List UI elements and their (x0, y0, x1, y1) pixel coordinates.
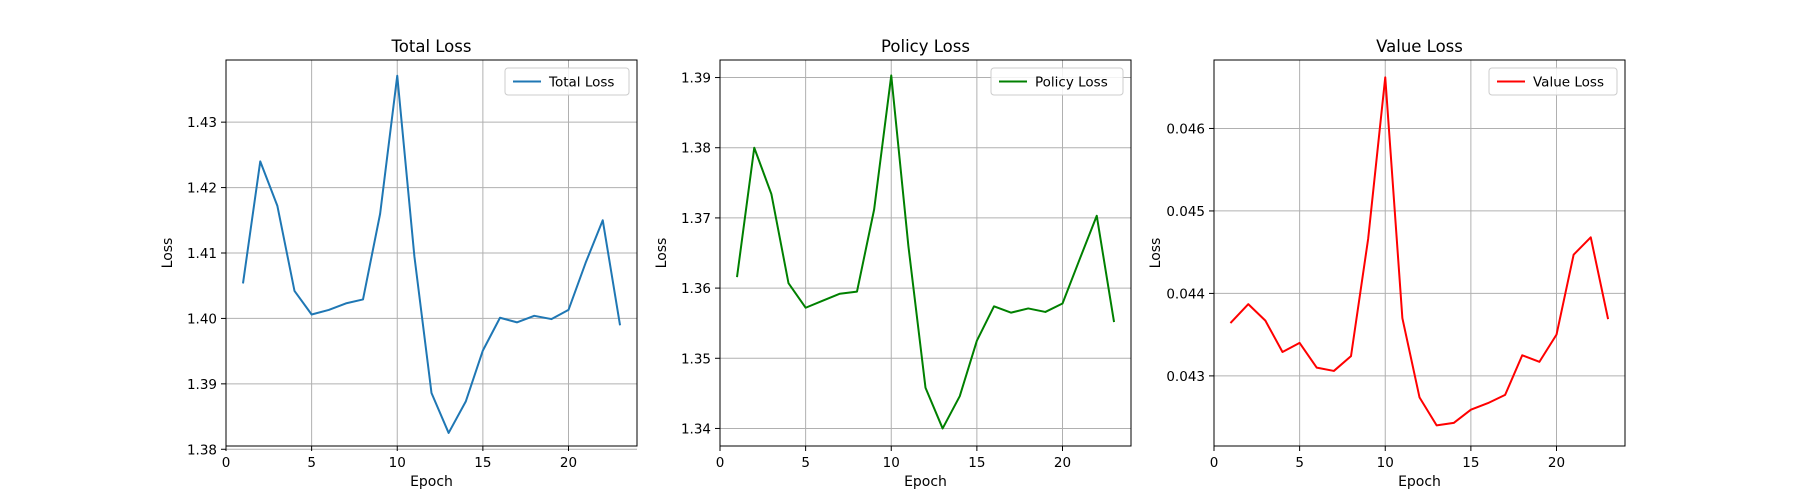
y-tick-label: 1.35 (681, 351, 711, 367)
y-tick-label: 1.43 (187, 115, 217, 131)
subplot-total-loss: Total Loss Epoch Loss Total Loss 0 5 10 15 2… (160, 37, 638, 490)
y-tick-label: 0.043 (1166, 369, 1205, 385)
x-tick-label: 15 (1462, 455, 1479, 471)
x-tick-label: 5 (801, 455, 810, 471)
x-tick-label: 15 (968, 455, 985, 471)
legend-box (1488, 67, 1618, 96)
y-tick-label: 1.41 (187, 246, 217, 262)
y-axis-label: Loss (160, 238, 176, 269)
x-tick-label: 15 (474, 455, 491, 471)
x-tick-label: 5 (1295, 455, 1304, 471)
y-tick-label: 0.046 (1166, 121, 1205, 137)
series-line (1229, 76, 1610, 427)
grid (719, 60, 1131, 446)
x-tick-label: 0 (716, 455, 725, 471)
axes-frame (1213, 59, 1626, 447)
legend-entry: Total Loss (504, 67, 630, 96)
y-tick-label: 1.39 (187, 377, 217, 393)
y-tick-label: 1.42 (187, 181, 217, 197)
chart-title: Total Loss (391, 37, 472, 56)
x-tick-label: 20 (560, 455, 577, 471)
x-tick-label: 0 (1210, 455, 1219, 471)
y-tick-label: 0.044 (1166, 286, 1205, 302)
y-tick-label: 1.39 (681, 71, 711, 87)
chart-title: Value Loss (1376, 37, 1463, 56)
legend-label: Total Loss (548, 75, 614, 91)
x-tick-label: 10 (883, 455, 900, 471)
chart-title: Policy Loss (881, 37, 970, 56)
x-axis-label: Epoch (1398, 474, 1441, 490)
legend-label: Value Loss (1533, 75, 1604, 91)
y-tick-label: 1.34 (681, 421, 711, 437)
y-tick-label: 1.38 (187, 442, 217, 458)
y-tick-label: 1.36 (681, 281, 711, 297)
legend-entry: Value Loss (1488, 67, 1618, 96)
legend-entry: Policy Loss (990, 67, 1124, 96)
grid (1213, 60, 1625, 446)
x-tick-label: 20 (1054, 455, 1071, 471)
x-tick-label: 10 (1377, 455, 1394, 471)
legend-box (504, 67, 630, 96)
series-line (736, 74, 1116, 430)
y-tick-label: 1.37 (681, 211, 711, 227)
y-tick-label: 1.40 (187, 311, 217, 327)
x-tick-label: 0 (222, 455, 231, 471)
subplot-value-loss: Value Loss Epoch Loss Value Loss 0 5 10 15 2… (1148, 37, 1626, 490)
y-tick-label: 1.38 (681, 141, 711, 157)
x-tick-label: 20 (1548, 455, 1565, 471)
subplot-policy-loss: Policy Loss Epoch Loss Policy Loss 0 5 10 1… (654, 37, 1132, 490)
x-axis-label: Epoch (410, 474, 453, 490)
y-tick-label: 0.045 (1166, 204, 1205, 220)
x-tick-label: 5 (307, 455, 316, 471)
legend-label: Policy Loss (1035, 75, 1108, 91)
y-axis-label: Loss (654, 238, 670, 269)
x-tick-label: 10 (389, 455, 406, 471)
legend-box (990, 67, 1124, 96)
axes-frame (719, 59, 1132, 447)
x-axis-label: Epoch (904, 474, 947, 490)
series-line (241, 74, 622, 434)
y-axis-label: Loss (1148, 238, 1164, 269)
grid (225, 60, 637, 450)
